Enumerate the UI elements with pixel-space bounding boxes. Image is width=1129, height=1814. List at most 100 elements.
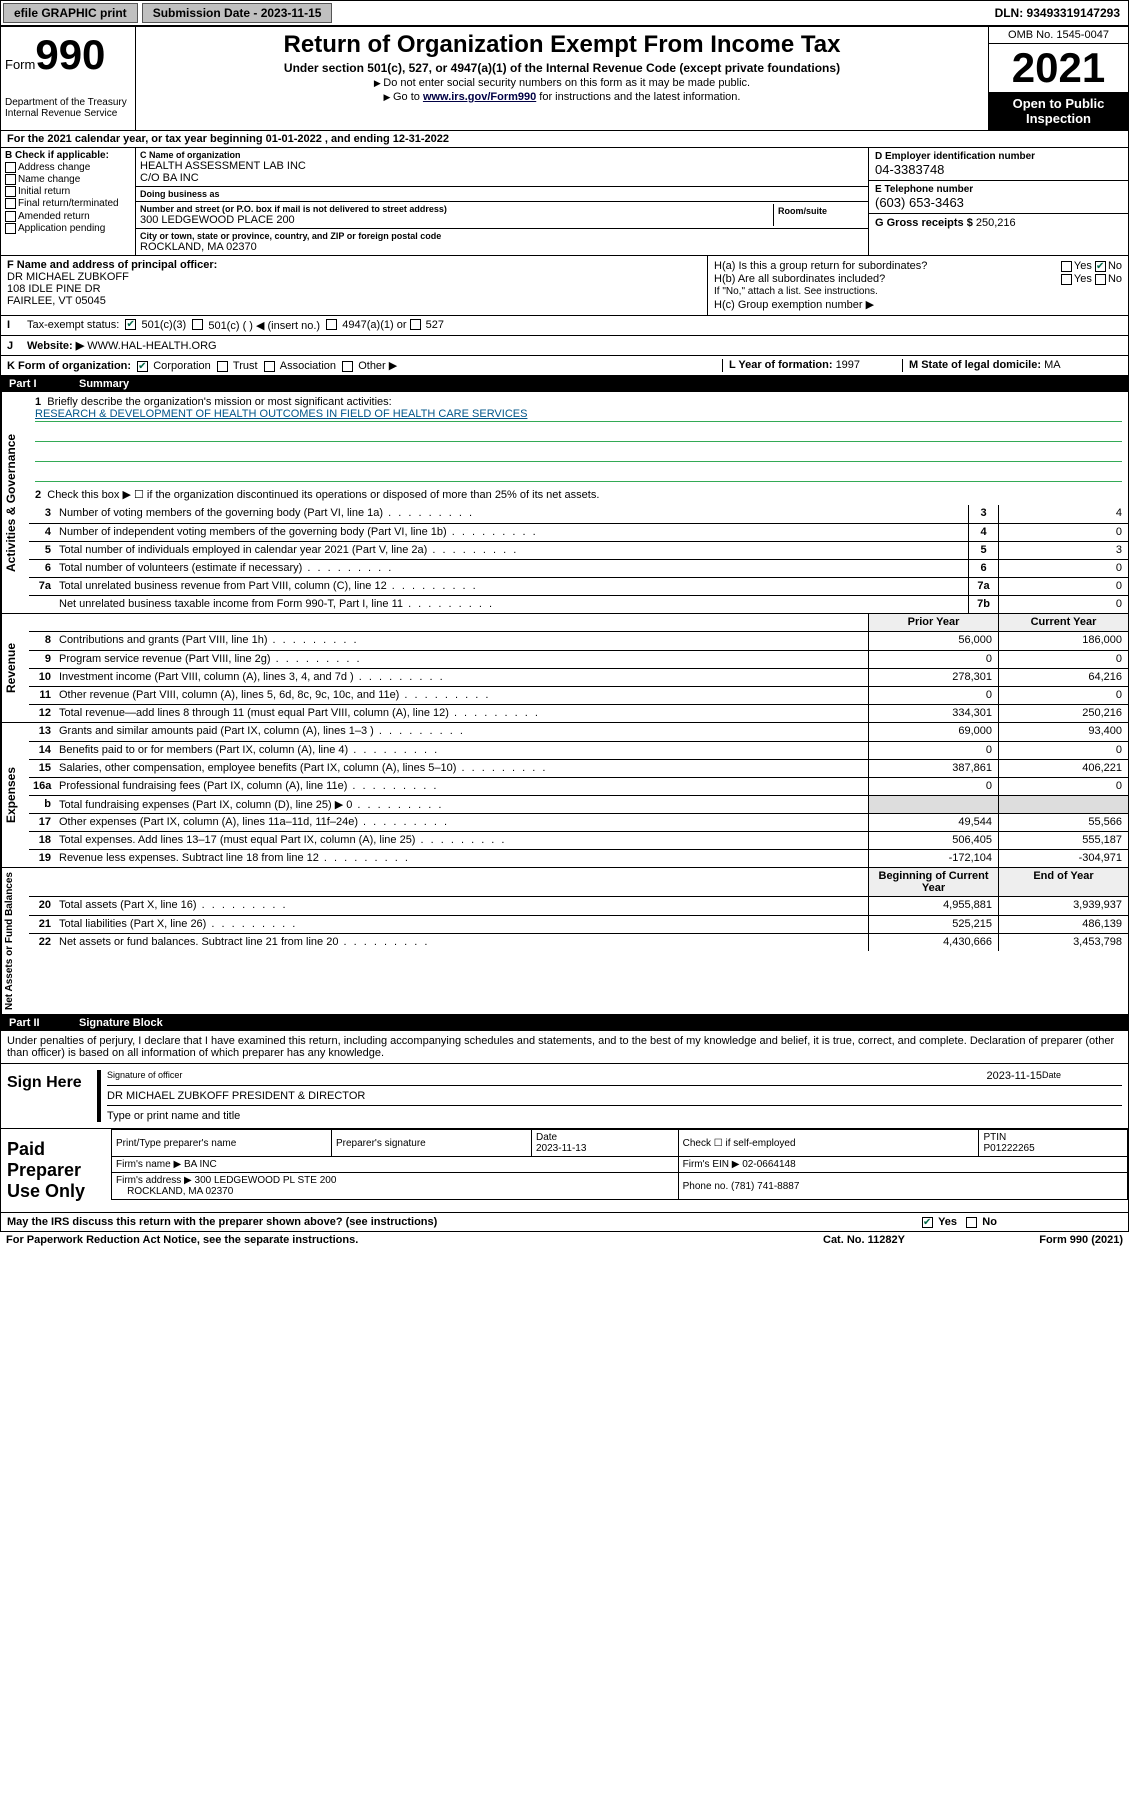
discuss-yes[interactable]	[922, 1217, 933, 1228]
header-right: OMB No. 1545-0047 2021 Open to Public In…	[988, 27, 1128, 130]
form-version: Form 990 (2021)	[983, 1234, 1123, 1246]
self-employed-check[interactable]: Check ☐ if self-employed	[678, 1130, 979, 1157]
org-city: ROCKLAND, MA 02370	[140, 241, 864, 253]
i-501c[interactable]	[192, 319, 203, 330]
k-other[interactable]	[342, 361, 353, 372]
k-assoc[interactable]	[264, 361, 275, 372]
chk-final-return[interactable]: Final return/terminated	[5, 198, 131, 209]
website-url[interactable]: WWW.HAL-HEALTH.ORG	[87, 340, 216, 352]
net-line: 20Total assets (Part X, line 16)4,955,88…	[29, 897, 1128, 915]
open-to-public: Open to Public Inspection	[989, 92, 1128, 130]
form-number: Form990	[5, 31, 131, 79]
dept-treasury: Department of the Treasury Internal Reve…	[5, 97, 131, 119]
gov-line: 4Number of independent voting members of…	[29, 523, 1128, 541]
h-group: H(a) Is this a group return for subordin…	[708, 256, 1128, 315]
exp-line: 13Grants and similar amounts paid (Part …	[29, 723, 1128, 741]
note-ssn: Do not enter social security numbers on …	[142, 77, 982, 89]
header-left: Form990 Department of the Treasury Inter…	[1, 27, 136, 130]
rev-line: 8Contributions and grants (Part VIII, li…	[29, 632, 1128, 650]
gross-receipts: 250,216	[976, 217, 1016, 229]
irs-link[interactable]: www.irs.gov/Form990	[423, 91, 536, 103]
section-revenue: Revenue Prior Year Current Year 8Contrib…	[1, 614, 1128, 723]
chk-address-change[interactable]: Address change	[5, 162, 131, 173]
row-klm: K Form of organization: Corporation Trus…	[1, 356, 1128, 376]
chk-name-change[interactable]: Name change	[5, 174, 131, 185]
firm-name: BA INC	[184, 1159, 217, 1170]
submission-date: Submission Date - 2023-11-15	[142, 3, 333, 23]
vtab-expenses: Expenses	[1, 723, 29, 867]
exp-line: 15Salaries, other compensation, employee…	[29, 759, 1128, 777]
officer-addr1: 108 IDLE PINE DR	[7, 283, 701, 295]
officer-addr2: FAIRLEE, VT 05045	[7, 295, 701, 307]
row-a-taxyear: For the 2021 calendar year, or tax year …	[1, 131, 1128, 148]
org-street: 300 LEDGEWOOD PLACE 200	[140, 214, 773, 226]
section-expenses: Expenses 13Grants and similar amounts pa…	[1, 723, 1128, 868]
k-trust[interactable]	[217, 361, 228, 372]
note-goto: Go to www.irs.gov/Form990 for instructio…	[142, 91, 982, 103]
c-name-cell: C Name of organization HEALTH ASSESSMENT…	[136, 148, 868, 187]
block-bcdeg: B Check if applicable: Address change Na…	[1, 148, 1128, 256]
preparer-table: Print/Type preparer's name Preparer's si…	[111, 1129, 1128, 1200]
net-header: Beginning of Current Year End of Year	[29, 868, 1128, 897]
e-phone: E Telephone number (603) 653-3463	[869, 181, 1128, 214]
rev-header: Prior Year Current Year	[29, 614, 1128, 632]
year-formation: 1997	[836, 359, 860, 371]
chk-application-pending[interactable]: Application pending	[5, 223, 131, 234]
ha-no[interactable]	[1095, 261, 1106, 272]
hc-exemption: H(c) Group exemption number ▶	[714, 298, 1122, 311]
exp-line: bTotal fundraising expenses (Part IX, co…	[29, 795, 1128, 813]
d-ein: D Employer identification number 04-3383…	[869, 148, 1128, 181]
i-501c3[interactable]	[125, 319, 136, 330]
omb-number: OMB No. 1545-0047	[989, 27, 1128, 44]
net-line: 22Net assets or fund balances. Subtract …	[29, 933, 1128, 951]
i-527[interactable]	[410, 319, 421, 330]
mission-text: RESEARCH & DEVELOPMENT OF HEALTH OUTCOME…	[35, 408, 1122, 422]
vtab-revenue: Revenue	[1, 614, 29, 722]
org-name: HEALTH ASSESSMENT LAB INC	[140, 160, 864, 172]
hb-no[interactable]	[1095, 274, 1106, 285]
b-label: B Check if applicable:	[5, 150, 131, 161]
chk-amended-return[interactable]: Amended return	[5, 211, 131, 222]
discuss-no[interactable]	[966, 1217, 977, 1228]
i-4947[interactable]	[326, 319, 337, 330]
col-b-checkboxes: B Check if applicable: Address change Na…	[1, 148, 136, 255]
vtab-governance: Activities & Governance	[1, 392, 29, 613]
efile-button[interactable]: efile GRAPHIC print	[3, 3, 138, 23]
section-governance: Activities & Governance 1 Briefly descri…	[1, 392, 1128, 614]
rev-line: 9Program service revenue (Part VIII, lin…	[29, 650, 1128, 668]
g-gross: G Gross receipts $ 250,216	[869, 214, 1128, 232]
row-i-status: I Tax-exempt status: 501(c)(3) 501(c) ( …	[1, 316, 1128, 336]
vtab-netassets: Net Assets or Fund Balances	[1, 868, 29, 1014]
firm-phone: (781) 741-8887	[731, 1181, 799, 1192]
ptin: P01222265	[983, 1143, 1034, 1154]
gov-line: 3Number of voting members of the governi…	[29, 505, 1128, 523]
sign-here-row: Sign Here Signature of officer 2023-11-1…	[1, 1064, 1128, 1129]
form-frame: Form990 Department of the Treasury Inter…	[0, 26, 1129, 1232]
form-no-990: 990	[35, 31, 105, 78]
chk-initial-return[interactable]: Initial return	[5, 186, 131, 197]
f-officer: F Name and address of principal officer:…	[1, 256, 708, 315]
form-header: Form990 Department of the Treasury Inter…	[1, 27, 1128, 131]
gov-line: 6Total number of volunteers (estimate if…	[29, 559, 1128, 577]
ha-yes[interactable]	[1061, 261, 1072, 272]
exp-line: 19Revenue less expenses. Subtract line 1…	[29, 849, 1128, 867]
k-corp[interactable]	[137, 361, 148, 372]
may-irs-discuss: May the IRS discuss this return with the…	[1, 1213, 1128, 1231]
form-subtitle: Under section 501(c), 527, or 4947(a)(1)…	[142, 61, 982, 75]
exp-line: 18Total expenses. Add lines 13–17 (must …	[29, 831, 1128, 849]
gov-line: 7aTotal unrelated business revenue from …	[29, 577, 1128, 595]
rev-line: 11Other revenue (Part VIII, column (A), …	[29, 686, 1128, 704]
page-footer: For Paperwork Reduction Act Notice, see …	[0, 1232, 1129, 1248]
ein-value: 04-3383748	[875, 162, 1122, 177]
mission-block: 1 Briefly describe the organization's mi…	[29, 392, 1128, 505]
hb-yes[interactable]	[1061, 274, 1072, 285]
net-line: 21Total liabilities (Part X, line 26)525…	[29, 915, 1128, 933]
phone-value: (603) 653-3463	[875, 195, 1122, 210]
paid-preparer: Paid Preparer Use Only Print/Type prepar…	[1, 1129, 1128, 1213]
officer-name-title: DR MICHAEL ZUBKOFF PRESIDENT & DIRECTOR	[107, 1090, 365, 1105]
signature-block: Under penalties of perjury, I declare th…	[1, 1031, 1128, 1231]
exp-line: 16aProfessional fundraising fees (Part I…	[29, 777, 1128, 795]
top-toolbar: efile GRAPHIC print Submission Date - 20…	[0, 0, 1129, 26]
c-dba-cell: Doing business as	[136, 187, 868, 202]
org-co: C/O BA INC	[140, 172, 864, 184]
